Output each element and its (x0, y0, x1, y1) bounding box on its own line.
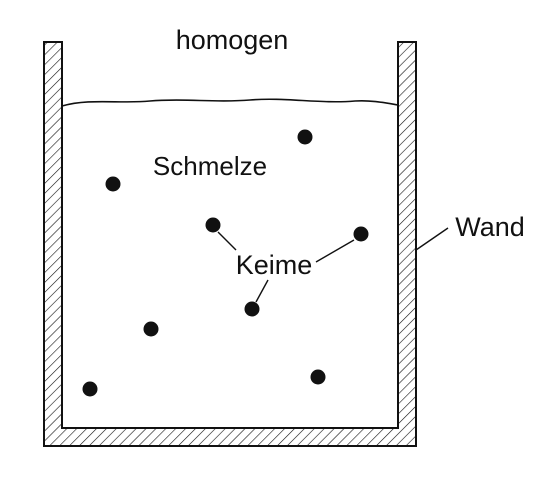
keime-leader-line (315, 239, 355, 263)
title-label: homogen (176, 25, 289, 55)
nuclei (82, 129, 369, 397)
wall-label: Wand (455, 212, 525, 242)
melt-label: Schmelze (153, 151, 267, 181)
nucleus-dot (205, 217, 221, 233)
nucleus-dot (297, 129, 313, 145)
nucleus-dot (310, 369, 326, 385)
container-wall-outline (43, 41, 417, 447)
leader-lines (217, 227, 449, 303)
wand-leader-line (415, 227, 449, 251)
melt-surface-line (61, 98, 399, 107)
nucleus-dot (143, 321, 159, 337)
nucleus-dot (82, 381, 98, 397)
nucleus-dot (105, 176, 121, 192)
keime-leader-line (217, 231, 237, 251)
nucleus-dot (353, 226, 369, 242)
keime-leader-line (255, 279, 269, 303)
nucleus-dot (244, 301, 260, 317)
nuclei-label: Keime (236, 250, 313, 280)
container (43, 41, 417, 447)
